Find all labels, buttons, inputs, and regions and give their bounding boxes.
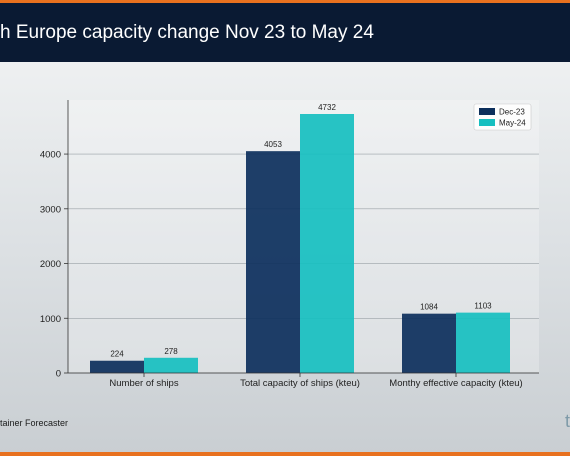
x-tick-label: Monthy effective capacity (kteu) [389,378,522,389]
x-axis: Number of ships Total capacity of ships (… [68,372,539,389]
x-tick-label: Number of ships [109,378,178,389]
y-tick-label: 1000 [40,314,61,325]
x-tick-label: Total capacity of ships (kteu) [240,378,360,389]
bar-may-24 [300,114,354,373]
title-bar: h Europe capacity change Nov 23 to May 2… [0,3,570,62]
bar-dec-23 [402,313,456,373]
legend-swatch [479,108,495,115]
data-labels: 224 278 4053 4732 1084 1103 [110,103,492,359]
y-tick-label: 0 [56,369,61,380]
legend-swatch [479,119,495,126]
legend-label: May-24 [499,119,526,128]
y-axis: 0 1000 2000 3000 4000 [40,100,69,380]
data-label: 224 [110,350,124,359]
slide-title: h Europe capacity change Nov 23 to May 2… [0,22,374,43]
bar-dec-23 [246,151,300,373]
bottom-accent-bar [0,452,570,456]
y-tick-label: 3000 [40,204,61,215]
y-tick-label: 4000 [40,150,61,161]
data-label: 4732 [318,103,336,112]
data-label: 278 [164,347,178,356]
footer-source: tainer Forecaster [0,418,69,428]
data-label: 4053 [264,140,282,149]
bar-dec-23 [90,360,144,373]
top-accent-bar [0,0,570,3]
legend: Dec-23 May-24 [473,103,532,131]
y-tick-label: 2000 [40,259,61,270]
bar-may-24 [456,312,510,373]
bars [90,114,510,373]
bar-may-24 [144,357,198,373]
data-label: 1084 [420,303,438,312]
data-label: 1103 [474,302,492,311]
legend-label: Dec-23 [499,108,525,117]
brand-logo: t [564,411,570,431]
